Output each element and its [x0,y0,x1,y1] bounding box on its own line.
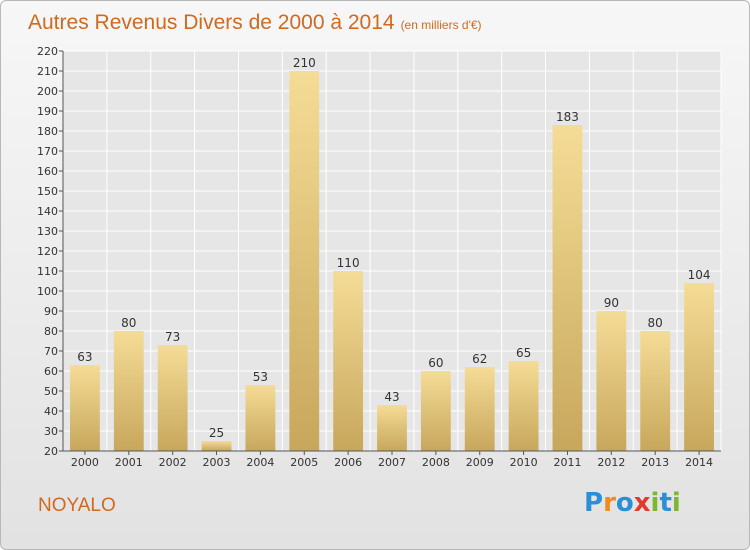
bar [377,405,407,451]
y-tick-label: 130 [37,225,58,238]
chart-subtitle: (en milliers d'€) [400,18,482,32]
y-tick-label: 120 [37,245,58,258]
bar [420,371,451,451]
y-tick-label: 60 [44,365,58,378]
y-tick-label: 180 [37,125,58,138]
logo-letter: P [584,488,604,518]
bar [640,331,671,451]
bar-value-label: 63 [77,350,92,364]
y-tick-label: 170 [37,145,58,158]
proxiti-logo: Proxiti [584,488,681,518]
x-tick-label: 2012 [597,456,625,469]
logo-letter: x [633,488,651,518]
x-tick-label: 2009 [466,456,494,469]
bar-value-label: 62 [472,352,487,366]
bar [157,345,188,451]
y-tick-label: 70 [44,345,58,358]
bar [245,385,276,451]
bar [552,125,583,451]
y-tick-label: 210 [37,65,58,78]
x-tick-label: 2003 [203,456,231,469]
x-tick-label: 2006 [334,456,362,469]
chart-title: Autres Revenus Divers de 2000 à 2014 [28,11,395,34]
x-tick-label: 2007 [378,456,406,469]
bar-value-label: 183 [556,110,579,124]
bar-value-label: 43 [384,390,399,404]
bar [70,365,100,451]
plot-area: 20 30 40 50 60 70 80 90 100 110 120 130 140 150 160 170… [37,45,722,469]
bar-value-label: 210 [293,56,316,70]
x-tick-label: 2011 [553,456,581,469]
y-tick-label: 20 [44,445,58,458]
bar [464,367,495,451]
bar [113,331,144,451]
y-tick-label: 40 [44,405,58,418]
logo-letter: o [615,488,634,518]
y-tick-label: 140 [37,205,58,218]
bar [201,441,232,451]
logo-letter: t [659,488,672,518]
logo-letter: r [603,488,616,518]
y-tick-label: 90 [44,305,58,318]
bar-value-label: 104 [688,268,711,282]
bar-value-label: 90 [604,296,619,310]
x-tick-label: 2014 [685,456,713,469]
x-tick-label: 2001 [115,456,143,469]
x-tick-label: 2005 [290,456,318,469]
bar-value-label: 53 [253,370,268,384]
bar-value-label: 110 [337,256,360,270]
bar [596,311,627,451]
y-tick-label: 80 [44,325,58,338]
x-tick-label: 2004 [246,456,274,469]
y-tick-label: 50 [44,385,58,398]
y-tick-label: 160 [37,165,58,178]
bar-value-label: 65 [516,346,531,360]
bar [508,361,539,451]
x-tick-label: 2002 [159,456,187,469]
logo-letter: i [650,488,660,518]
x-tick-label: 2010 [510,456,538,469]
bar-value-label: 25 [209,426,224,440]
y-tick-label: 30 [44,425,58,438]
x-tick-label: 2013 [641,456,669,469]
bar [289,71,320,451]
y-tick-label: 190 [37,105,58,118]
x-tick-label: 2000 [71,456,99,469]
chart-title-block: Autres Revenus Divers de 2000 à 2014 (en … [28,11,482,35]
bar-value-label: 80 [121,316,136,330]
y-tick-label: 150 [37,185,58,198]
y-tick-label: 110 [37,265,58,278]
bar [684,283,714,451]
y-tick-label: 100 [37,285,58,298]
y-tick-label: 200 [37,85,58,98]
x-tick-label: 2008 [422,456,450,469]
bar-value-label: 80 [648,316,663,330]
y-tick-label: 220 [37,45,58,58]
bar-value-label: 73 [165,330,180,344]
bar-value-label: 60 [428,356,443,370]
logo-letter: i [671,488,681,518]
bar [333,271,364,451]
commune-name: NOYALO [38,495,116,516]
